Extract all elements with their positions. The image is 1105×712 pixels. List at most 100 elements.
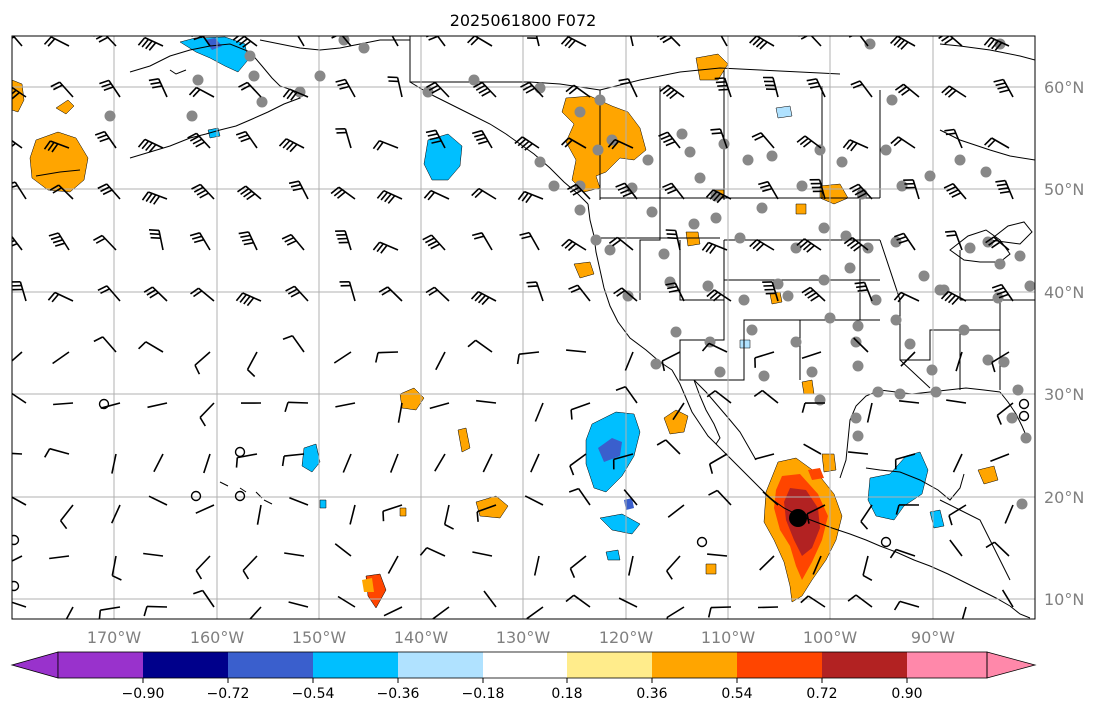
wind-barb xyxy=(803,443,822,455)
wind-barb xyxy=(749,36,775,50)
wind-barb xyxy=(801,402,826,413)
station-dot xyxy=(646,206,658,218)
wind-barb xyxy=(137,36,164,51)
wind-barb xyxy=(419,546,446,557)
wind-barb xyxy=(708,489,732,506)
station-dot xyxy=(358,42,370,54)
wind-barb xyxy=(12,496,27,506)
colorbar-label: −0.54 xyxy=(292,686,335,702)
wind-barb xyxy=(43,36,70,47)
colorbar-swatch xyxy=(483,652,567,678)
wind-barb xyxy=(753,389,779,404)
station-dot xyxy=(862,242,874,254)
wind-barb xyxy=(843,236,869,252)
station-dot xyxy=(622,290,634,302)
wind-barb xyxy=(853,337,869,353)
wind-barb xyxy=(809,178,826,200)
station-dot xyxy=(650,358,662,370)
wind-barb xyxy=(800,595,826,608)
wind-barb xyxy=(526,606,544,619)
wind-barb xyxy=(672,402,685,421)
wind-barb xyxy=(658,131,681,149)
colorbar-extend-high xyxy=(986,651,1037,679)
station-dot xyxy=(592,144,604,156)
wind-barb xyxy=(624,351,634,371)
wind-barb xyxy=(50,81,74,98)
wind-barb xyxy=(796,135,822,149)
station-dot xyxy=(982,354,994,366)
wind-barb xyxy=(284,552,305,557)
colorbar-swatch xyxy=(822,652,907,678)
wind-barb xyxy=(49,555,70,560)
calm-wind-circle xyxy=(696,536,708,548)
wind-barb xyxy=(759,555,775,571)
wind-barb xyxy=(281,233,305,251)
calm-wind-circle xyxy=(190,490,202,502)
lon-tick: 100°W xyxy=(803,628,858,647)
wind-barb xyxy=(238,231,258,251)
wind-barb xyxy=(944,128,963,149)
wind-barb xyxy=(708,453,728,474)
wind-barb xyxy=(570,402,591,420)
station-dot xyxy=(824,312,836,324)
wind-barb xyxy=(195,504,215,514)
colorbar-label: 0.54 xyxy=(721,686,752,702)
wind-barb xyxy=(335,230,352,251)
wind-barb xyxy=(612,453,634,470)
wind-barb xyxy=(190,287,215,302)
wind-barb xyxy=(111,453,117,474)
station-dot xyxy=(818,222,830,234)
lon-tick: 130°W xyxy=(496,628,551,647)
map-panel xyxy=(12,36,1035,619)
station-dot xyxy=(998,356,1010,368)
wind-barb xyxy=(246,351,258,378)
wind-barb xyxy=(895,504,920,515)
wind-barb xyxy=(284,401,309,413)
station-dot xyxy=(870,294,882,306)
station-dot xyxy=(192,74,204,86)
colorbar-swatch xyxy=(228,652,313,678)
wind-barb xyxy=(342,453,352,473)
station-dot xyxy=(676,128,688,140)
map-title: 2025061800 F072 xyxy=(450,11,597,30)
wind-barb xyxy=(188,86,215,98)
wind-barb xyxy=(666,606,685,619)
wind-barb xyxy=(948,504,967,526)
wind-barb xyxy=(471,232,493,251)
wind-barb xyxy=(608,236,634,251)
wind-barb xyxy=(991,283,1014,302)
wind-barb xyxy=(849,183,873,200)
colorbar-label: −0.36 xyxy=(377,686,420,702)
colorbar-swatch xyxy=(143,652,228,678)
station-dot xyxy=(1006,412,1018,424)
wind-barb xyxy=(470,290,497,306)
wind-barb xyxy=(520,81,544,98)
station-dot xyxy=(694,172,706,184)
wind-barb xyxy=(720,36,728,47)
lon-tick: 160°W xyxy=(190,628,245,647)
wind-barb xyxy=(372,139,399,151)
station-dot xyxy=(670,326,682,338)
wind-barb xyxy=(893,291,920,303)
lon-tick: 170°W xyxy=(87,628,142,647)
station-dot xyxy=(926,364,938,376)
lat-tick: 30°N xyxy=(1044,385,1084,404)
wind-barb xyxy=(472,551,493,557)
lon-tick: 120°W xyxy=(599,628,654,647)
lon-tick: 110°W xyxy=(701,628,756,647)
wind-barb xyxy=(941,85,967,98)
wind-barb xyxy=(955,351,963,372)
wind-barb xyxy=(476,504,497,522)
station-dot xyxy=(664,276,676,288)
wind-barb xyxy=(984,137,1010,149)
colorbar-label: −0.72 xyxy=(207,686,250,702)
lat-tick-labels: 60°N 50°N 40°N 30°N 20°N 10°N xyxy=(1044,78,1084,609)
wind-barb xyxy=(375,351,399,363)
wind-barb xyxy=(666,555,681,580)
station-dot xyxy=(814,394,826,406)
calm-wind-circle xyxy=(234,490,246,502)
wind-barb xyxy=(990,453,1010,463)
station-dot xyxy=(894,388,906,400)
wind-barb xyxy=(93,336,117,353)
wind-barb xyxy=(191,183,215,200)
